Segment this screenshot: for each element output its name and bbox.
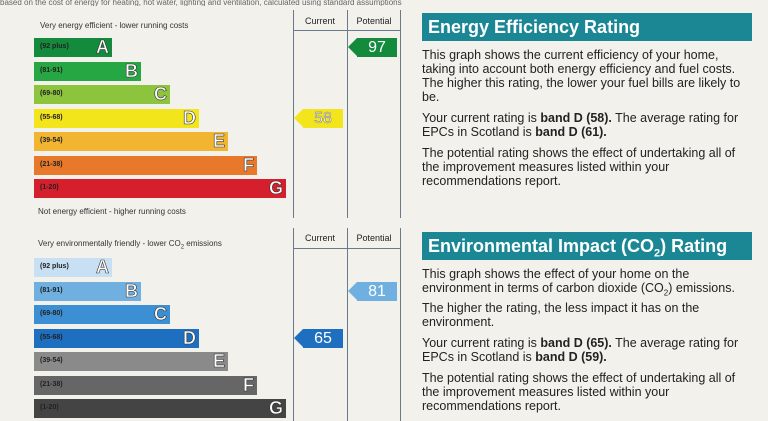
energy-header-potential: Potential	[347, 16, 401, 26]
env-top-caption: Very environmentally friendly - lower CO…	[38, 239, 222, 251]
energy-info-p2-prefix: Your current rating is	[422, 111, 540, 125]
energy-band-letter: B	[125, 62, 138, 81]
environment-band-letter: A	[96, 258, 109, 277]
env-top-caption-suffix: emissions	[184, 239, 222, 248]
energy-band-b: (81-91) B	[34, 62, 141, 81]
energy-band-range: (55-68)	[40, 114, 63, 121]
environment-band-g: (1-20) G	[34, 399, 286, 418]
energy-current-rating-arrow: 58	[303, 109, 343, 128]
environment-band-a: (92 plus) A	[34, 258, 112, 277]
energy-bottom-caption: Not energy efficient - higher running co…	[38, 207, 186, 216]
energy-band-d: (55-68) D	[34, 109, 199, 128]
env-info-title: Environmental Impact (CO2) Rating	[422, 232, 752, 260]
environment-band-f: (21-38) F	[34, 376, 257, 395]
env-info-p2-prefix: Your current rating is	[422, 336, 540, 350]
env-info-panel: Environmental Impact (CO2) Rating This g…	[422, 232, 752, 413]
energy-band-c: (69-80) C	[34, 85, 170, 104]
energy-band-letter: C	[154, 85, 167, 104]
environment-column-divider	[347, 228, 348, 421]
environment-band-letter: G	[269, 399, 283, 418]
environment-band-e: (39-54) E	[34, 352, 228, 371]
energy-info-p2-bold1: band D (58).	[540, 111, 612, 125]
env-info-title-prefix: Environmental Impact (CO	[428, 236, 654, 256]
energy-band-range: (81-91)	[40, 67, 63, 74]
environment-band-range: (55-68)	[40, 334, 63, 341]
top-cut-text: based on the cost of energy for heating,…	[0, 0, 768, 6]
environmental-impact-chart: Very environmentally friendly - lower CO…	[34, 228, 402, 421]
energy-header-divider	[293, 30, 400, 31]
energy-top-caption: Very energy efficient - lower running co…	[40, 21, 188, 30]
environment-band-range: (92 plus)	[40, 263, 69, 270]
env-info-p2-bold2: band D (59).	[535, 350, 607, 364]
energy-band-range: (69-80)	[40, 90, 63, 97]
environment-band-c: (69-80) C	[34, 305, 170, 324]
energy-band-range: (39-54)	[40, 137, 63, 144]
environment-band-letter: E	[213, 352, 225, 371]
energy-info-panel: Energy Efficiency Rating This graph show…	[422, 13, 752, 188]
environment-column-divider	[293, 228, 294, 421]
environment-current-rating-arrow: 65	[303, 329, 343, 348]
environment-band-range: (1-20)	[40, 404, 59, 411]
env-info-p2-bold1: band D (65).	[540, 336, 612, 350]
environment-band-range: (39-54)	[40, 357, 63, 364]
energy-band-f: (21-38) F	[34, 156, 257, 175]
energy-header-current: Current	[293, 16, 347, 26]
environment-band-letter: B	[125, 282, 138, 301]
energy-band-range: (1-20)	[40, 184, 59, 191]
env-header-potential: Potential	[347, 233, 401, 243]
environment-header-divider	[293, 248, 400, 249]
env-info-p3: The potential rating shows the effect of…	[422, 371, 752, 413]
environment-band-letter: D	[183, 329, 196, 348]
energy-info-title: Energy Efficiency Rating	[422, 13, 752, 41]
environment-band-d: (55-68) D	[34, 329, 199, 348]
env-info-p2: Your current rating is band D (65). The …	[422, 336, 752, 364]
energy-band-a: (92 plus) A	[34, 38, 112, 57]
energy-band-letter: A	[96, 38, 109, 57]
energy-band-range: (21-38)	[40, 161, 63, 168]
env-info-title-suffix: ) Rating	[660, 236, 727, 256]
energy-band-letter: G	[269, 179, 283, 198]
environment-band-range: (81-91)	[40, 287, 63, 294]
env-info-p1-prefix: This graph shows the effect of your home…	[422, 267, 689, 295]
environment-column-divider	[400, 228, 401, 421]
energy-band-letter: E	[213, 132, 225, 151]
environment-potential-rating-arrow: 81	[357, 282, 397, 301]
energy-band-g: (1-20) G	[34, 179, 286, 198]
energy-column-divider	[400, 10, 401, 218]
env-header-current: Current	[293, 233, 347, 243]
environment-band-range: (21-38)	[40, 381, 63, 388]
energy-info-p1: This graph shows the current efficiency …	[422, 48, 752, 104]
environment-band-range: (69-80)	[40, 310, 63, 317]
energy-band-e: (39-54) E	[34, 132, 228, 151]
environment-band-letter: C	[154, 305, 167, 324]
energy-info-p2: Your current rating is band D (58). The …	[422, 111, 752, 139]
energy-band-letter: F	[243, 156, 254, 175]
env-top-caption-prefix: Very environmentally friendly - lower CO	[38, 239, 181, 248]
env-info-p1: This graph shows the effect of your home…	[422, 267, 752, 329]
energy-band-range: (92 plus)	[40, 43, 69, 50]
energy-info-p3: The potential rating shows the effect of…	[422, 146, 752, 188]
energy-efficiency-chart: Very energy efficient - lower running co…	[34, 10, 402, 218]
energy-info-p2-bold2: band D (61).	[535, 125, 607, 139]
energy-potential-rating-arrow: 97	[357, 38, 397, 57]
environment-band-b: (81-91) B	[34, 282, 141, 301]
environment-band-letter: F	[243, 376, 254, 395]
energy-band-letter: D	[183, 109, 196, 128]
